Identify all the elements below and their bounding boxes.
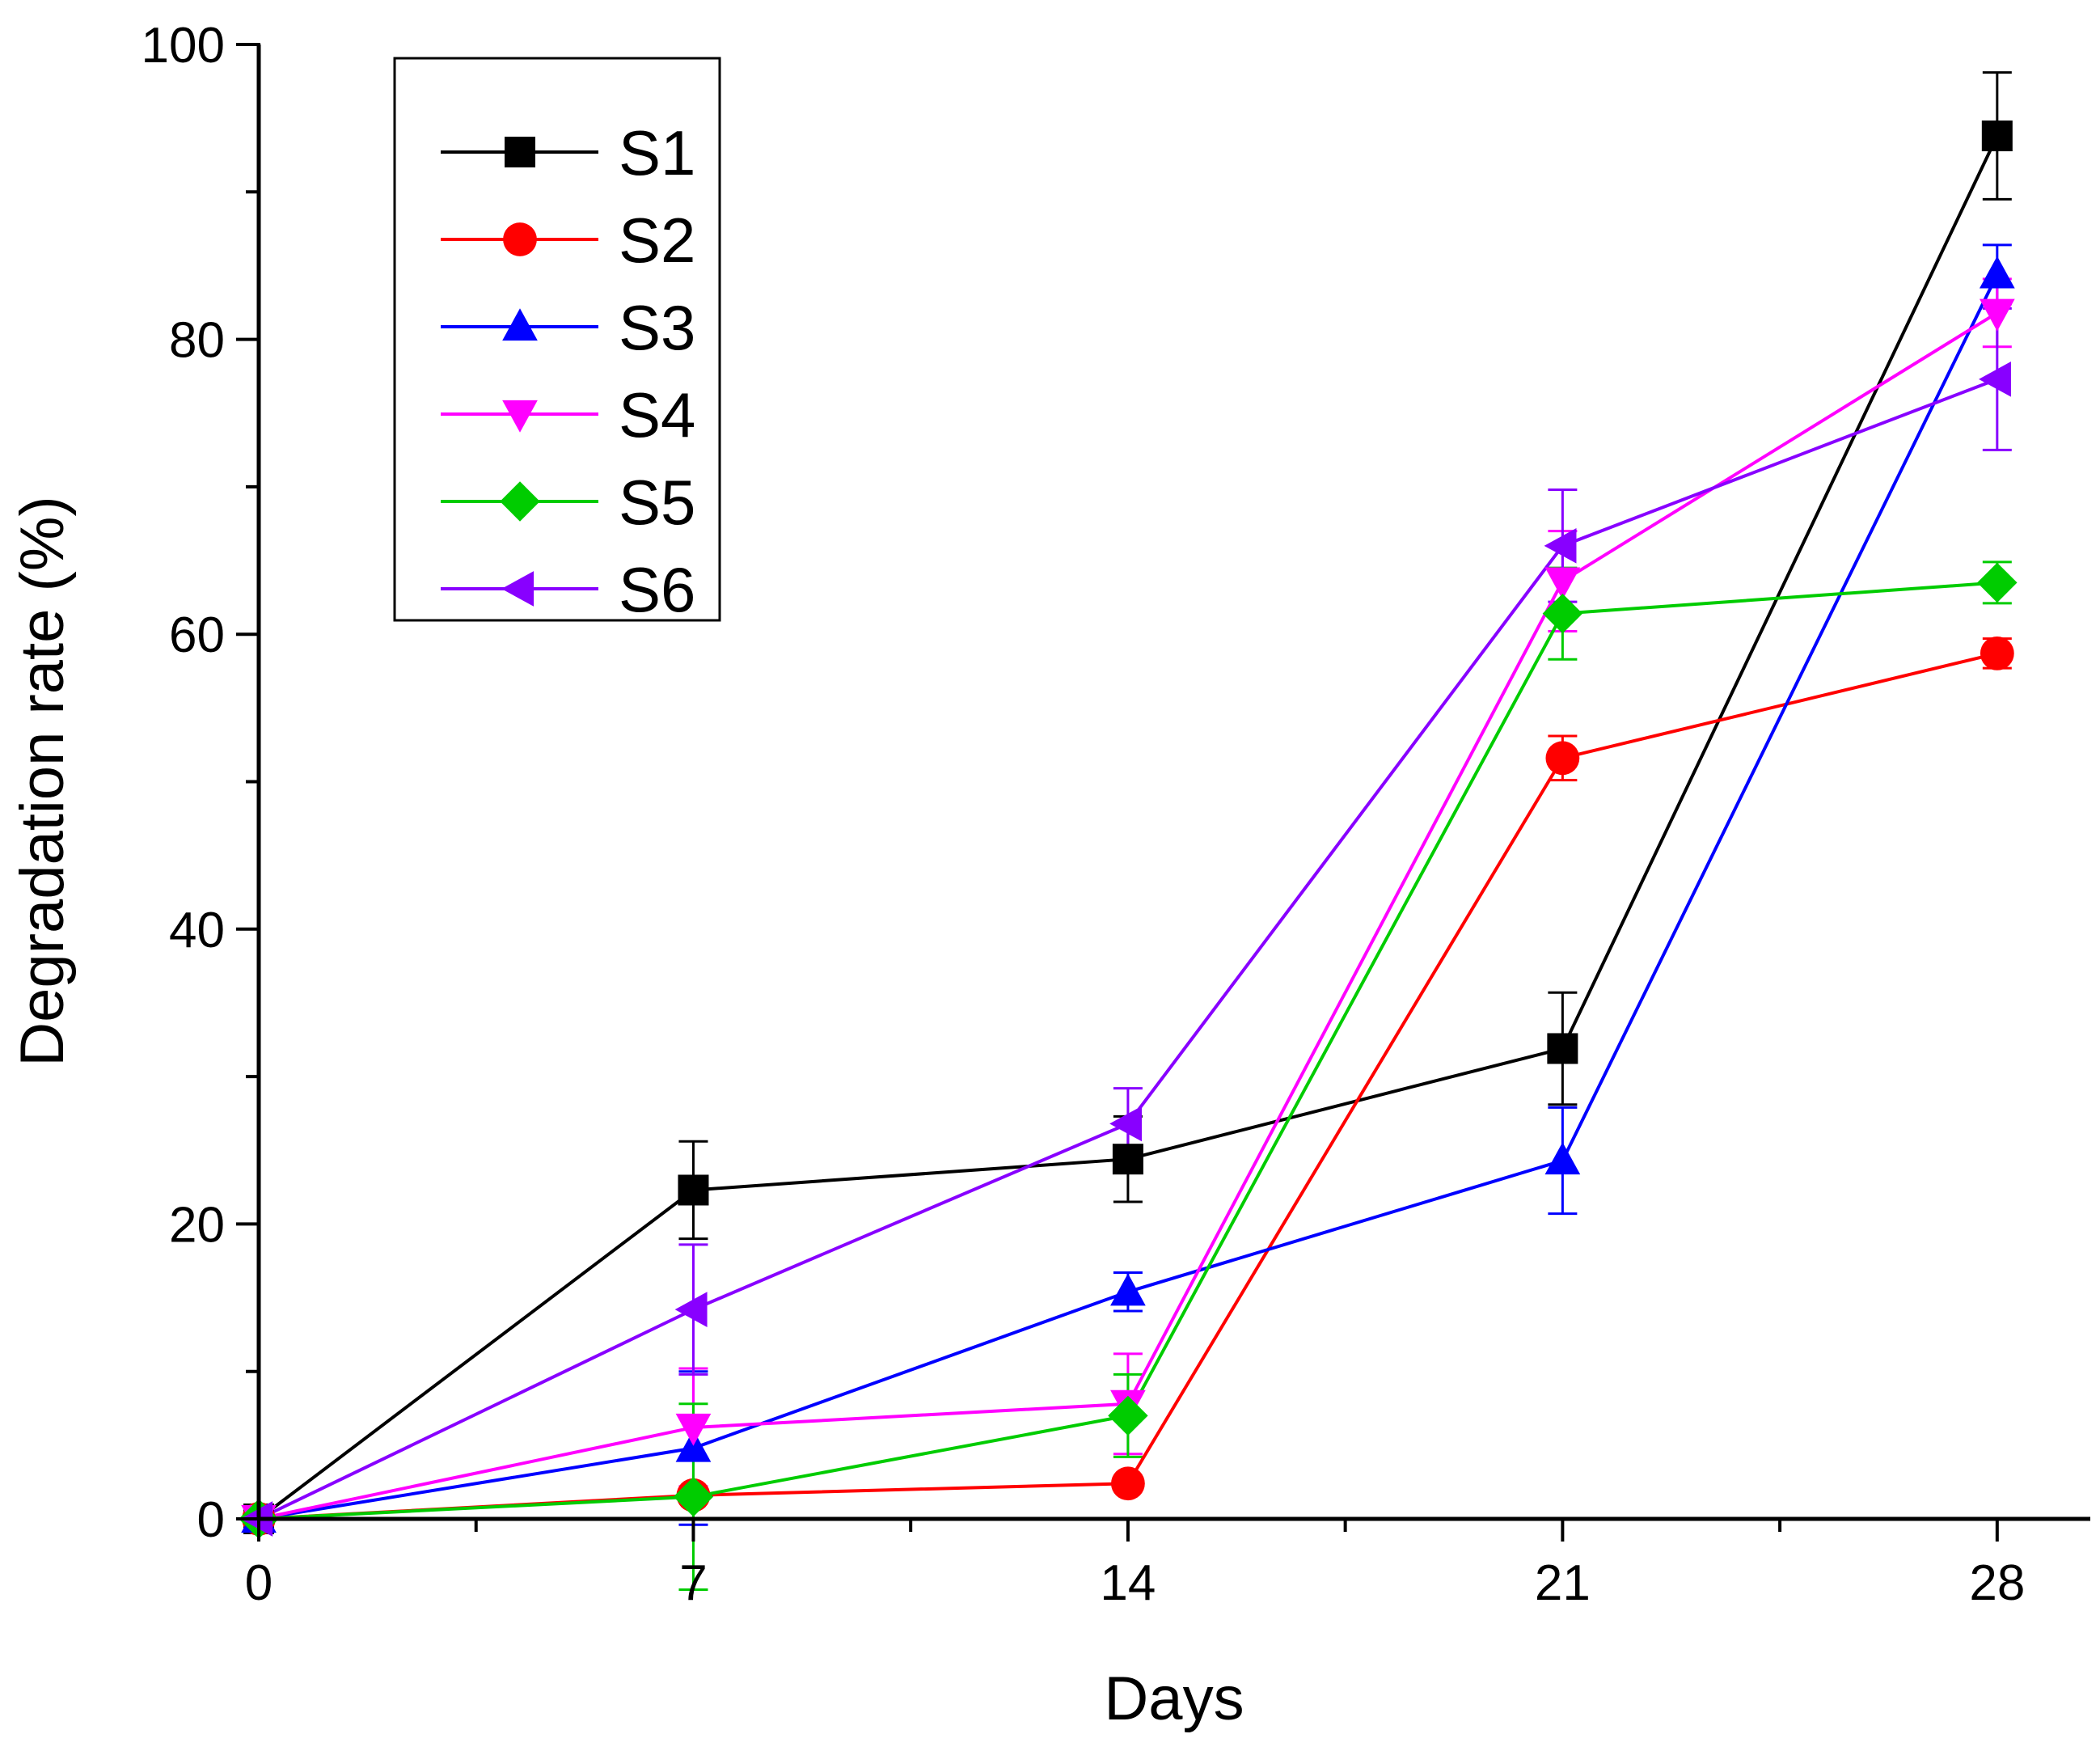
legend-item-s4: S4 xyxy=(441,379,695,450)
error-bars xyxy=(678,71,2012,1592)
x-tick-label: 7 xyxy=(679,1555,707,1611)
legend-marker-s4 xyxy=(502,400,538,433)
x-tick-label: 14 xyxy=(1100,1555,1156,1611)
y-tick-label: 0 xyxy=(197,1492,225,1548)
axis-ticks: 0 7 14 21 28 0 20 40 60 80 100 xyxy=(142,18,2026,1611)
legend: S1 S2 S3 S4 S5 S6 xyxy=(393,57,721,625)
x-tick-label: 28 xyxy=(1969,1555,2025,1611)
y-tick-label: 60 xyxy=(169,607,225,663)
legend-label-s2: S2 xyxy=(619,205,695,276)
s6-point xyxy=(674,1292,708,1327)
s5-point xyxy=(1977,562,2018,603)
s2-point xyxy=(1980,636,2014,670)
legend-marker-s5 xyxy=(500,481,540,522)
legend-label-s5: S5 xyxy=(619,467,695,538)
legend-marker-s3 xyxy=(502,308,538,341)
s6-point xyxy=(1109,1106,1143,1142)
s3-point xyxy=(1110,1273,1146,1306)
s2-point xyxy=(1545,741,1580,776)
y-tick-label: 20 xyxy=(169,1197,225,1253)
y-tick-label: 40 xyxy=(169,903,225,958)
s5-point xyxy=(1542,593,1583,634)
legend-item-s2: S2 xyxy=(441,205,695,276)
s6-point xyxy=(1979,361,2011,397)
legend-label-s3: S3 xyxy=(619,292,695,363)
legend-marker-s1 xyxy=(505,137,535,167)
s5-point xyxy=(673,1476,714,1517)
s1-point xyxy=(678,1174,709,1206)
y-tick-label: 80 xyxy=(169,313,225,369)
legend-marker-s2 xyxy=(503,222,537,256)
legend-item-s3: S3 xyxy=(441,292,695,363)
y-axis-title: Degradation rate (%) xyxy=(8,496,77,1066)
y-tick-label: 100 xyxy=(142,18,225,74)
s5-point xyxy=(1108,1395,1148,1436)
legend-item-s1: S1 xyxy=(441,117,695,188)
s4-point xyxy=(675,1413,712,1446)
x-axis-title: Days xyxy=(1104,1664,1244,1733)
series-markers xyxy=(239,121,2018,1539)
s6-point xyxy=(1544,527,1577,564)
legend-marker-s6 xyxy=(501,571,535,607)
s1-point xyxy=(1981,121,2013,152)
s3-point xyxy=(1544,1142,1581,1175)
s4-point xyxy=(1979,298,2015,332)
s1-point xyxy=(1112,1144,1143,1175)
s4-point xyxy=(1544,567,1581,600)
s3-point xyxy=(1979,256,2015,289)
s2-point xyxy=(1111,1466,1145,1501)
legend-label-s4: S4 xyxy=(619,379,695,450)
legend-item-s6: S6 xyxy=(441,554,695,625)
legend-item-s5: S5 xyxy=(441,467,695,538)
x-tick-label: 0 xyxy=(245,1555,273,1611)
s1-point xyxy=(1547,1033,1578,1064)
legend-label-s1: S1 xyxy=(619,117,695,188)
x-tick-label: 21 xyxy=(1535,1555,1591,1611)
legend-label-s6: S6 xyxy=(619,554,695,625)
